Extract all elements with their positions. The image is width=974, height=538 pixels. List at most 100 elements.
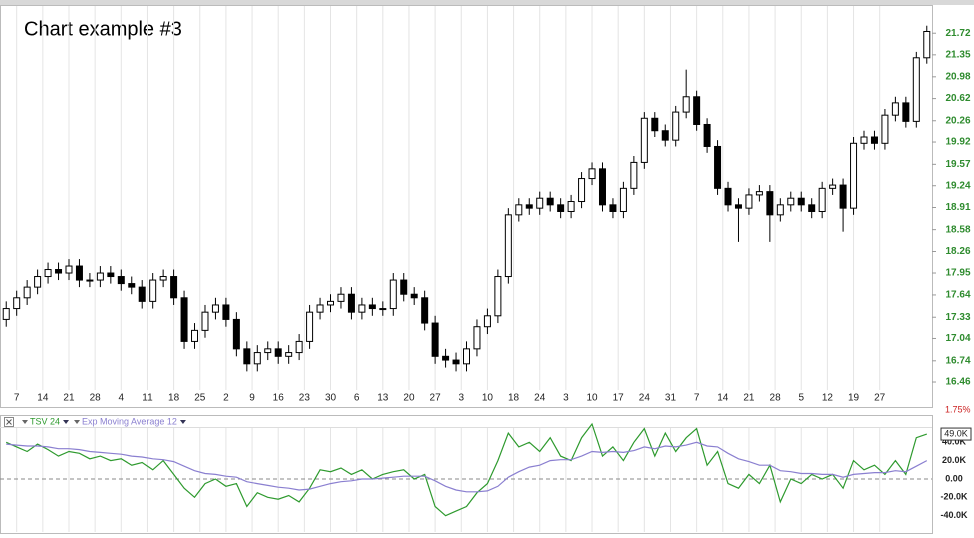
- candle-body: [379, 308, 387, 311]
- candle-body: [557, 204, 565, 212]
- candle-body: [494, 276, 502, 317]
- candle-body: [808, 204, 816, 212]
- y-tick-label: 17.04: [945, 333, 970, 344]
- top-strip: [0, 0, 974, 5]
- legend-entry[interactable]: TSV 24: [30, 416, 60, 426]
- x-tick-label: 18: [508, 393, 520, 404]
- y-tick-label: 17.64: [945, 290, 970, 301]
- candle-body: [734, 204, 742, 209]
- x-tick-label: 12: [822, 393, 834, 404]
- candle-body: [619, 187, 627, 212]
- legend-arrow: [22, 420, 28, 424]
- x-tick-label: 28: [770, 393, 782, 404]
- x-tick-label: 23: [299, 393, 311, 404]
- y-tick-label: 21.35: [945, 49, 970, 60]
- candle-body: [651, 117, 659, 132]
- x-tick-label: 28: [90, 393, 102, 404]
- candle-body: [86, 279, 94, 282]
- legend-entry[interactable]: Exp Moving Average 12: [82, 416, 177, 426]
- indicator-line: [6, 441, 928, 493]
- y-tick-label: 18.58: [945, 224, 970, 235]
- legend-dropdown[interactable]: [179, 420, 186, 424]
- x-tick-label: 25: [194, 393, 206, 404]
- candle-body: [776, 204, 784, 216]
- candle-body: [180, 297, 188, 342]
- candle-body: [306, 311, 314, 342]
- candle-body: [358, 304, 366, 313]
- x-tick-label: 11: [142, 393, 153, 404]
- y-tick-label: 19.24: [945, 180, 970, 191]
- candle-body: [243, 348, 251, 365]
- candle-body: [107, 272, 115, 278]
- x-tick-label: 21: [63, 393, 75, 404]
- y-tick-label: 18.91: [945, 202, 970, 213]
- y-tick-label: 16.74: [945, 355, 970, 366]
- candle-body: [703, 123, 711, 147]
- chart-title: Chart example #3: [24, 18, 182, 40]
- candle-body: [912, 57, 920, 122]
- candle-body: [682, 96, 690, 113]
- y-tick-label: 17.33: [945, 312, 970, 323]
- candle-body: [23, 286, 31, 299]
- candle-body: [714, 145, 722, 189]
- candle-body: [829, 184, 837, 189]
- x-tick-label: 14: [717, 393, 729, 404]
- x-tick-label: 27: [874, 393, 886, 404]
- y-tick-label: -40.0K: [940, 510, 968, 520]
- x-tick-label: 7: [694, 393, 700, 404]
- x-tick-label: 17: [613, 393, 625, 404]
- candle-body: [598, 168, 606, 206]
- candle-body: [232, 318, 240, 350]
- candle-body: [609, 204, 617, 212]
- candle-body: [253, 352, 261, 365]
- candle-body: [55, 269, 63, 274]
- candle-body: [65, 265, 73, 274]
- x-tick-label: 2: [223, 393, 229, 404]
- y-tick-label: 20.0K: [942, 455, 967, 465]
- candle-body: [191, 329, 199, 342]
- candle-body: [525, 204, 533, 209]
- candle-body: [128, 283, 136, 288]
- candle-body: [515, 204, 523, 216]
- x-tick-label: 6: [354, 393, 360, 404]
- candle-body: [483, 315, 491, 328]
- close-icon: [6, 419, 12, 425]
- candle-body: [75, 265, 83, 281]
- candle-body: [463, 348, 470, 365]
- candle-body: [473, 326, 481, 350]
- x-tick-label: 27: [430, 393, 442, 404]
- candle-body: [452, 359, 460, 365]
- legend-dropdown[interactable]: [63, 420, 70, 424]
- candle-body: [13, 297, 21, 310]
- last-value-label: 49.0K: [944, 428, 968, 438]
- x-tick-label: 20: [403, 393, 415, 404]
- legend-arrow: [74, 420, 81, 424]
- candle-body: [117, 276, 125, 285]
- candle-body: [170, 276, 178, 299]
- y-tick-label: 17.95: [945, 268, 970, 279]
- indicator-line: [5, 422, 927, 517]
- candle-body: [316, 304, 324, 313]
- candle-body: [504, 214, 512, 278]
- candle-body: [672, 111, 680, 141]
- x-tick-label: 9: [249, 393, 255, 404]
- candle-body: [421, 297, 429, 324]
- candle-body: [870, 136, 878, 144]
- y-tick-label: 19.57: [945, 159, 970, 170]
- candle-body: [222, 304, 230, 320]
- candle-body: [44, 269, 52, 278]
- x-tick-label: 31: [665, 393, 677, 404]
- candle-body: [787, 197, 795, 206]
- candle-body: [745, 194, 753, 209]
- x-tick-label: 10: [482, 393, 494, 404]
- y-tick-label: 16.46: [945, 377, 970, 388]
- x-tick-label: 21: [743, 393, 755, 404]
- candle-body: [923, 30, 931, 59]
- candle-body: [274, 348, 282, 357]
- candle-body: [2, 308, 10, 320]
- candle-body: [567, 201, 575, 212]
- candle-body: [891, 102, 899, 116]
- candle-body: [327, 300, 335, 306]
- candle-body: [347, 293, 355, 313]
